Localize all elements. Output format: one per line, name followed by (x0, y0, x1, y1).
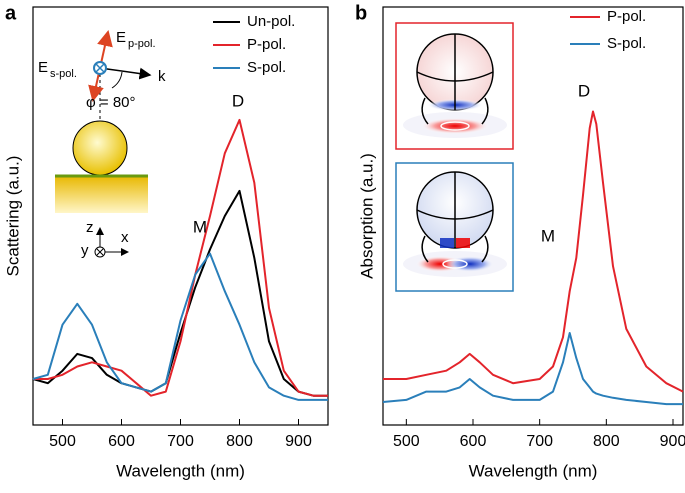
legend-label: S-pol. (607, 35, 646, 52)
annotation: M (541, 226, 555, 245)
x-tick-label: 800 (593, 433, 620, 450)
panel-label: a (5, 2, 17, 24)
x-tick-label: 900 (660, 433, 685, 450)
inset-field-maps (395, 22, 514, 292)
annotation: φ = 80° (86, 94, 136, 111)
series-line (33, 118, 328, 397)
y-axis-label: Absorption (a.u.) (357, 153, 376, 279)
series-line (382, 332, 683, 406)
annotation: D (232, 91, 244, 110)
annotation: x (121, 229, 129, 246)
panel-label: b (355, 2, 367, 24)
annotation: E (116, 29, 126, 46)
inset-schematic (55, 30, 152, 258)
x-axis-label: Wavelength (nm) (116, 461, 245, 480)
annotation: p-pol. (128, 38, 156, 50)
annotation: s-pol. (50, 68, 77, 80)
x-tick-label: 800 (226, 433, 253, 450)
series-line (32, 189, 328, 397)
legend-label: Un-pol. (247, 13, 295, 30)
annotation: k (158, 68, 166, 85)
x-tick-label: 500 (49, 433, 76, 450)
annotation: M (193, 217, 207, 236)
annotation: z (86, 219, 94, 236)
legend-label: S-pol. (247, 59, 286, 76)
x-tick-label: 500 (393, 433, 420, 450)
legend-label: P-pol. (247, 36, 286, 53)
x-tick-label: 700 (167, 433, 194, 450)
annotation: E (38, 59, 48, 76)
annotation: y (81, 242, 89, 259)
x-tick-label: 600 (108, 433, 135, 450)
annotation: D (578, 81, 590, 100)
x-axis-label: Wavelength (nm) (469, 461, 598, 480)
x-tick-label: 600 (460, 433, 487, 450)
legend-label: P-pol. (607, 8, 646, 25)
plot-frame (382, 6, 684, 426)
series-line (32, 252, 328, 401)
series-line (383, 110, 684, 393)
y-axis-label: Scattering (a.u.) (3, 156, 22, 277)
x-tick-label: 900 (285, 433, 312, 450)
x-tick-label: 700 (526, 433, 553, 450)
